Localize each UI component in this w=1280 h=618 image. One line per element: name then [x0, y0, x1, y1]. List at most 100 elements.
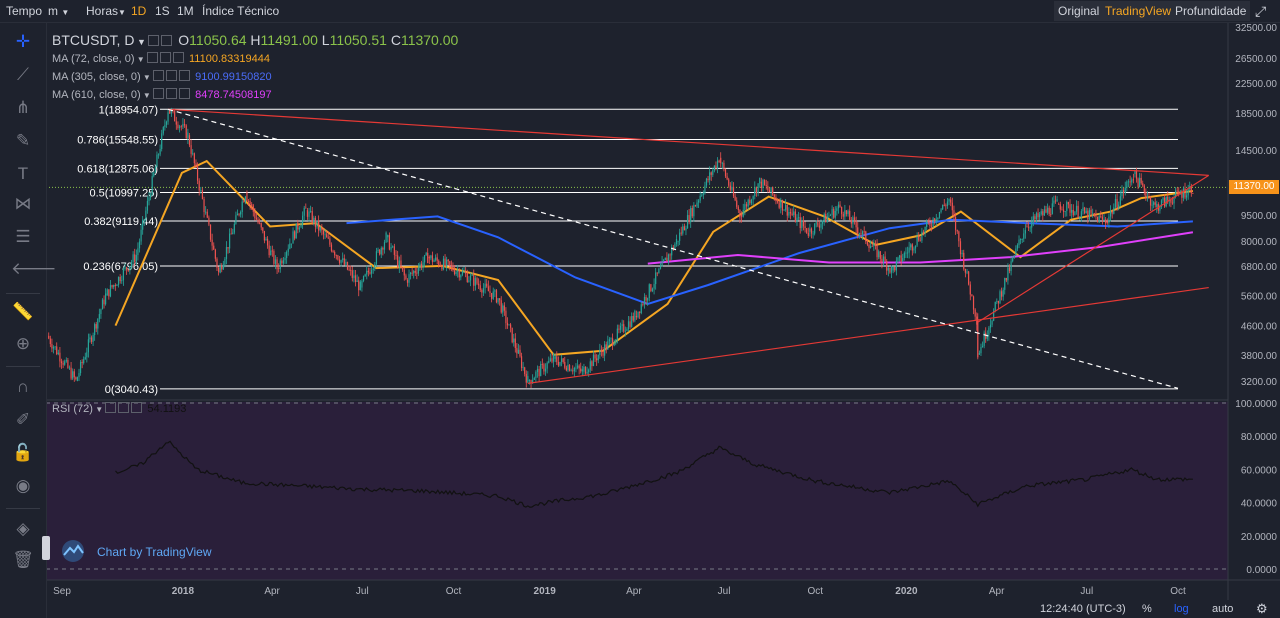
candle: [818, 225, 821, 228]
fibonacci-retracement[interactable]: 1(18954.07) 0.786(15548.55) 0.618(12875.06…: [46, 104, 1228, 396]
main-pane-bg: [46, 22, 1228, 400]
settings-icon[interactable]: [148, 35, 160, 46]
trendline-icon[interactable]: ⟋: [17, 65, 29, 84]
settings-icon[interactable]: [146, 52, 158, 63]
close-icon[interactable]: [179, 88, 191, 99]
settings-icon[interactable]: [105, 402, 117, 413]
indicators-button[interactable]: Índice Técnico: [202, 4, 280, 18]
candle: [972, 296, 975, 310]
candle: [411, 272, 413, 274]
symbol-title[interactable]: BTCUSDT, D: [52, 32, 135, 48]
settings-icon[interactable]: [153, 88, 165, 99]
candle: [164, 124, 166, 128]
zoom-icon[interactable]: ⊕: [15, 334, 31, 353]
candle: [324, 234, 326, 236]
candle: [1056, 199, 1058, 201]
trash-icon[interactable]: 🗑: [12, 550, 34, 569]
tempo-label: Tempo: [6, 4, 43, 18]
hide-icon[interactable]: [118, 402, 130, 413]
candle: [546, 362, 548, 369]
interval-hours-select[interactable]: Horas▼: [86, 4, 126, 18]
candle: [159, 148, 161, 155]
auto-toggle[interactable]: auto: [1212, 603, 1234, 615]
candle: [929, 222, 931, 226]
candle: [87, 339, 89, 353]
candle: [900, 255, 902, 262]
candle: [810, 228, 813, 234]
settings-gear-icon[interactable]: ⚙: [1256, 601, 1268, 616]
brush-icon[interactable]: ✎: [15, 131, 31, 150]
hide-icon[interactable]: [161, 35, 173, 46]
candle: [198, 180, 200, 191]
close-icon[interactable]: [172, 52, 184, 63]
magnet-icon[interactable]: ∩: [16, 377, 30, 396]
candle: [794, 211, 796, 223]
back-arrow-icon[interactable]: 🡐: [11, 259, 57, 278]
hide-icon[interactable]: [159, 52, 171, 63]
lock-draw-icon[interactable]: ✐: [15, 410, 31, 429]
candle: [327, 237, 329, 239]
candle: [424, 255, 426, 263]
close-icon[interactable]: [131, 402, 143, 413]
timezone[interactable]: (UTC-3): [1086, 603, 1126, 615]
hide-icon[interactable]: [166, 88, 178, 99]
toolbar-collapse-handle[interactable]: [42, 536, 50, 560]
crosshair-icon[interactable]: ✛: [15, 32, 31, 51]
candle: [853, 217, 856, 221]
candle: [1108, 216, 1110, 224]
candle: [1165, 196, 1167, 207]
candle: [712, 170, 714, 175]
candle: [513, 338, 515, 343]
pattern-icon[interactable]: ⋈: [14, 194, 32, 213]
candle: [427, 252, 429, 264]
view-original-tab[interactable]: Original: [1054, 1, 1104, 21]
interval-1d-button[interactable]: 1D: [131, 4, 147, 18]
layers-icon[interactable]: ◈: [16, 519, 30, 538]
candle: [705, 178, 708, 186]
candle: [744, 204, 746, 210]
candle: [1002, 289, 1004, 297]
view-depth-tab[interactable]: Profundidade: [1171, 1, 1251, 21]
log-toggle[interactable]: log: [1174, 603, 1189, 615]
candle: [726, 176, 728, 180]
trend-lines[interactable]: [167, 108, 1210, 389]
candle: [303, 207, 305, 216]
pitchfork-icon[interactable]: ⋔: [15, 98, 31, 117]
candle: [946, 201, 949, 206]
candle: [1093, 213, 1095, 216]
view-tradingview-tab[interactable]: TradingView: [1101, 1, 1176, 21]
candle: [691, 208, 693, 217]
candle: [839, 204, 841, 208]
candle: [1000, 291, 1003, 297]
candle: [942, 204, 944, 210]
candle: [981, 345, 984, 347]
candle: [951, 202, 953, 211]
fullscreen-icon[interactable]: ⤢: [1255, 3, 1267, 19]
percent-toggle[interactable]: %: [1142, 603, 1152, 615]
candle: [664, 257, 666, 261]
eye-icon[interactable]: ◉: [15, 476, 31, 495]
candle: [447, 259, 449, 262]
candle: [559, 361, 561, 366]
lock-icon[interactable]: 🔓: [12, 443, 34, 462]
candle: [506, 323, 509, 326]
close-icon[interactable]: [179, 70, 191, 81]
candle: [1051, 203, 1053, 215]
hide-icon[interactable]: [166, 70, 178, 81]
fib-level-label: 0.618(12875.06): [77, 163, 158, 175]
candle: [934, 218, 936, 222]
prediction-icon[interactable]: ☰: [15, 227, 31, 246]
ruler-icon[interactable]: 📏: [12, 302, 34, 321]
trend-line: [527, 286, 1209, 384]
candle: [60, 361, 63, 364]
interval-1s-button[interactable]: 1S: [155, 4, 170, 18]
interval-minutes-select[interactable]: m ▼: [48, 4, 70, 18]
candle: [1162, 197, 1164, 201]
candle: [536, 368, 539, 372]
candle: [103, 299, 105, 305]
interval-1m-button[interactable]: 1M: [177, 4, 194, 18]
settings-icon[interactable]: [153, 70, 165, 81]
text-icon[interactable]: T: [17, 164, 29, 183]
candle: [494, 290, 496, 292]
